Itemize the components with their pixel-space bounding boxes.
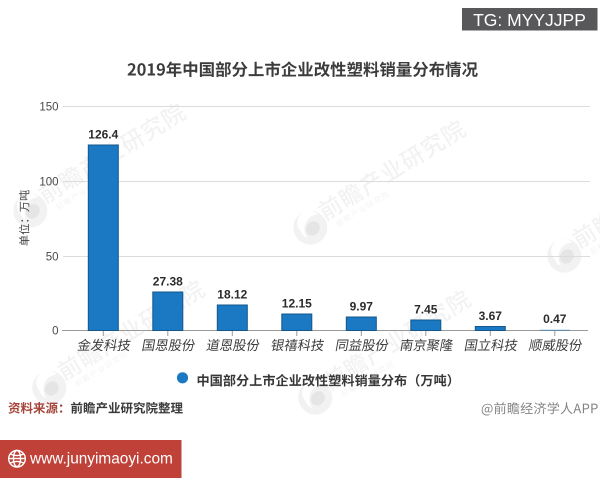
svg-text:100: 100: [39, 177, 58, 189]
svg-text:12.15: 12.15: [282, 297, 312, 311]
svg-text:126.4: 126.4: [88, 128, 118, 142]
svg-text:9.97: 9.97: [350, 300, 374, 314]
svg-text:27.38: 27.38: [153, 275, 183, 289]
svg-text:0: 0: [52, 326, 58, 338]
svg-text:3.67: 3.67: [479, 309, 503, 323]
svg-text:www.junyimaoyi.com: www.junyimaoyi.com: [29, 451, 173, 468]
svg-text:TG: MYYJJPP: TG: MYYJJPP: [473, 10, 586, 30]
svg-text:150: 150: [39, 102, 58, 114]
svg-text:50: 50: [46, 252, 59, 264]
svg-text:7.45: 7.45: [414, 303, 438, 317]
svg-text:18.12: 18.12: [217, 288, 247, 302]
svg-text:0.47: 0.47: [543, 312, 567, 326]
